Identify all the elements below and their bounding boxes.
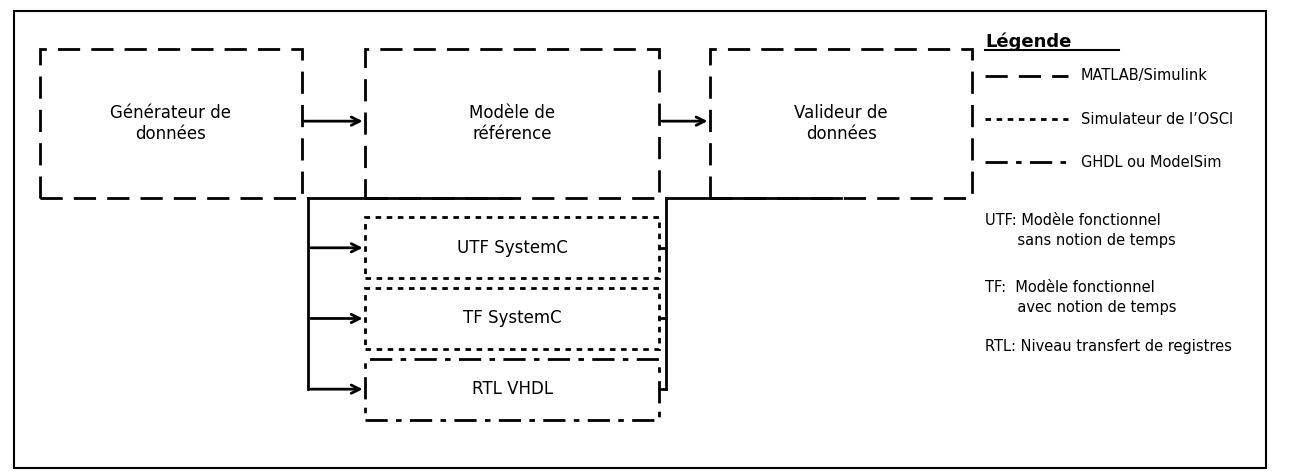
Text: MATLAB/Simulink: MATLAB/Simulink xyxy=(1081,69,1208,83)
Text: UTF SystemC: UTF SystemC xyxy=(457,239,568,257)
Text: TF:  Modèle fonctionnel
       avec notion de temps: TF: Modèle fonctionnel avec notion de te… xyxy=(985,280,1177,315)
Text: RTL VHDL: RTL VHDL xyxy=(472,380,553,398)
FancyBboxPatch shape xyxy=(365,359,660,419)
Text: TF SystemC: TF SystemC xyxy=(463,310,561,328)
FancyBboxPatch shape xyxy=(40,48,302,198)
Text: Légende: Légende xyxy=(985,33,1072,51)
Text: Simulateur de l’OSCI: Simulateur de l’OSCI xyxy=(1081,112,1232,127)
Text: UTF: Modèle fonctionnel
       sans notion de temps: UTF: Modèle fonctionnel sans notion de t… xyxy=(985,213,1175,248)
FancyBboxPatch shape xyxy=(14,11,1266,468)
FancyBboxPatch shape xyxy=(710,48,972,198)
FancyBboxPatch shape xyxy=(365,288,660,349)
Text: Valideur de
données: Valideur de données xyxy=(794,104,888,143)
Text: RTL: Niveau transfert de registres: RTL: Niveau transfert de registres xyxy=(985,339,1231,354)
FancyBboxPatch shape xyxy=(365,218,660,278)
FancyBboxPatch shape xyxy=(365,48,660,198)
Text: GHDL ou ModelSim: GHDL ou ModelSim xyxy=(1081,155,1221,170)
Text: Générateur de
données: Générateur de données xyxy=(110,104,231,143)
Text: Modèle de
référence: Modèle de référence xyxy=(469,104,556,143)
